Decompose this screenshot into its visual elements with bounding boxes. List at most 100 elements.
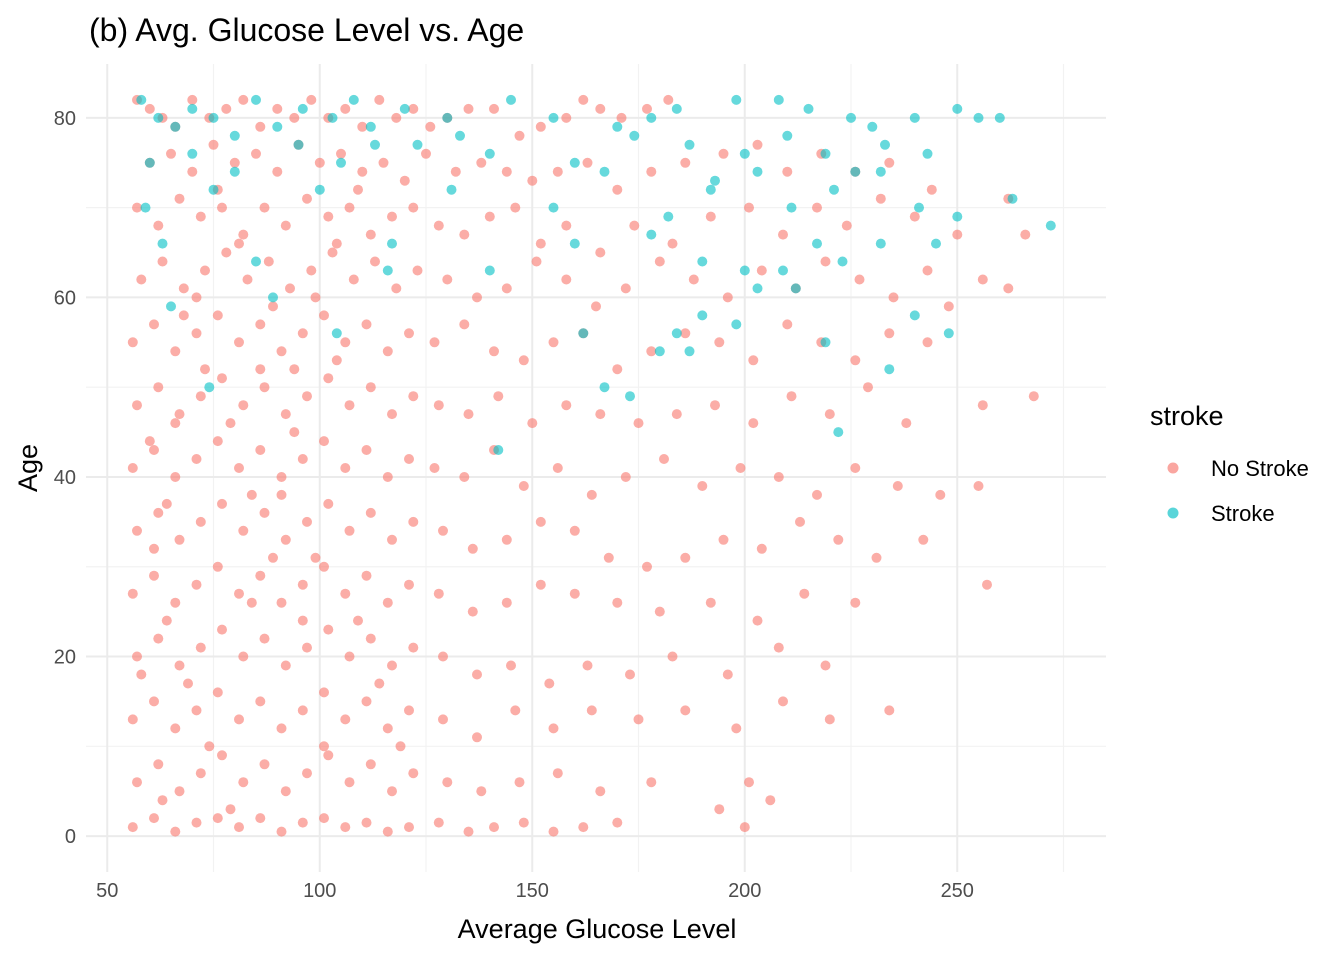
data-point: [170, 472, 181, 482]
data-point: [319, 561, 329, 572]
chart-title: (b) Avg. Glucose Level vs. Age: [89, 12, 524, 48]
data-point: [187, 103, 198, 114]
data-point: [739, 148, 750, 159]
x-axis-label: Average Glucose Level: [458, 914, 737, 944]
data-point: [336, 148, 346, 159]
data-point: [310, 552, 321, 563]
data-point: [255, 570, 266, 581]
y-axis-label: Age: [13, 444, 43, 492]
data-point: [144, 436, 155, 447]
data-point: [646, 112, 657, 123]
data-point: [824, 409, 835, 420]
data-point: [633, 418, 644, 429]
data-point: [888, 292, 899, 303]
data-point: [399, 175, 410, 186]
data-point: [297, 454, 308, 464]
data-point: [229, 157, 240, 168]
data-point: [744, 777, 754, 788]
data-point: [782, 130, 793, 141]
data-point: [387, 786, 397, 797]
data-point: [535, 238, 546, 249]
data-point: [331, 355, 342, 366]
data-point: [344, 525, 355, 536]
data-point: [854, 274, 865, 285]
data-point: [705, 184, 716, 195]
data-point: [667, 651, 678, 662]
data-point: [578, 94, 589, 105]
data-point: [370, 256, 380, 267]
data-point: [200, 265, 210, 276]
data-point: [306, 265, 317, 276]
data-point: [136, 274, 147, 285]
data-point: [586, 489, 597, 500]
data-point: [314, 184, 325, 195]
data-point: [234, 588, 244, 599]
data-point: [569, 588, 580, 599]
data-point: [251, 94, 261, 105]
data-point: [812, 238, 822, 249]
data-point: [459, 472, 470, 482]
y-axis-ticks: 0 20 40 60 80: [54, 108, 76, 848]
data-point: [820, 337, 831, 348]
data-point: [246, 597, 257, 608]
data-point: [217, 624, 227, 635]
data-point: [629, 130, 640, 141]
data-point: [395, 741, 406, 752]
data-point: [340, 588, 351, 599]
data-point: [705, 597, 716, 608]
data-point: [153, 633, 164, 644]
data-point: [442, 112, 453, 123]
data-point: [157, 256, 168, 267]
data-point: [289, 364, 300, 375]
data-point: [863, 382, 873, 393]
data-point: [340, 463, 351, 473]
data-point: [170, 826, 181, 837]
data-point: [365, 382, 376, 393]
data-point: [450, 166, 461, 177]
data-point: [654, 346, 665, 357]
data-point: [323, 498, 334, 509]
data-point: [234, 337, 244, 348]
data-point: [297, 328, 308, 339]
data-point: [170, 121, 181, 132]
data-point: [387, 409, 397, 420]
data-point: [302, 516, 312, 527]
legend-label-no-stroke: No Stroke: [1211, 456, 1309, 481]
data-point: [642, 103, 652, 114]
data-point: [620, 472, 631, 482]
data-point: [935, 489, 946, 500]
data-point: [514, 777, 525, 788]
data-point: [433, 588, 444, 599]
data-point: [238, 525, 249, 536]
data-point: [404, 328, 414, 339]
data-points: [127, 94, 1056, 837]
data-point: [136, 669, 147, 680]
data-point: [442, 274, 453, 285]
data-point: [841, 220, 852, 231]
data-point: [433, 817, 444, 828]
data-point: [561, 400, 572, 411]
data-point: [259, 759, 270, 770]
data-point: [773, 94, 784, 105]
data-point: [353, 184, 363, 195]
legend-title: stroke: [1150, 401, 1224, 431]
data-point: [132, 651, 142, 662]
data-point: [752, 166, 763, 177]
data-point: [140, 202, 151, 213]
data-point: [217, 498, 227, 509]
data-point: [1028, 391, 1039, 402]
data-point: [374, 94, 385, 105]
data-point: [646, 229, 657, 240]
data-point: [671, 103, 682, 114]
data-point: [1003, 283, 1014, 294]
data-point: [799, 588, 810, 599]
data-point: [408, 516, 419, 527]
data-point: [922, 148, 933, 159]
data-point: [255, 696, 266, 707]
data-point: [255, 445, 266, 455]
data-point: [1045, 220, 1056, 231]
data-point: [739, 822, 750, 833]
data-point: [561, 112, 572, 123]
data-point: [599, 382, 610, 393]
data-point: [518, 481, 529, 491]
